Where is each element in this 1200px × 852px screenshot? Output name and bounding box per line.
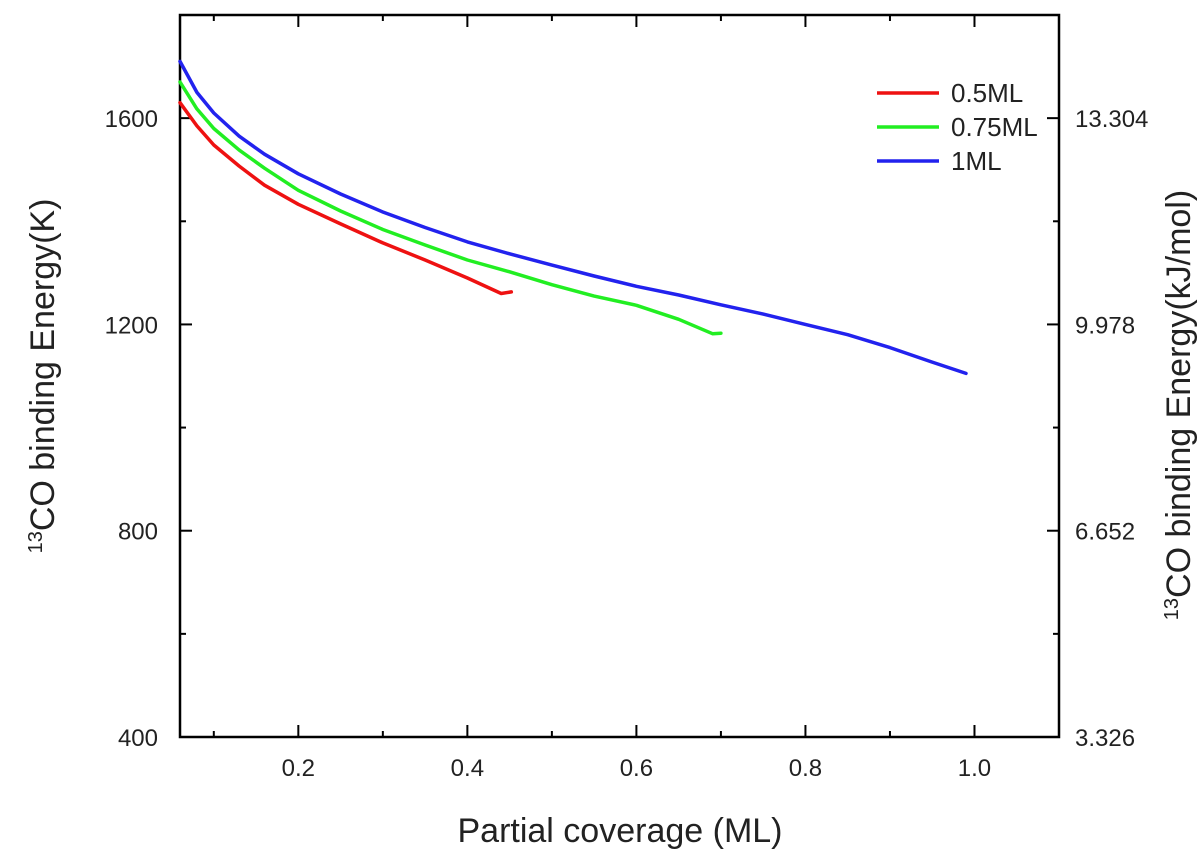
legend-label: 1ML [951, 146, 1002, 176]
y-tick-label-left: 1600 [105, 106, 158, 133]
series-line-0-5ml [178, 100, 514, 296]
y-tick-label-right: 6.652 [1075, 519, 1135, 546]
y-tick-label-right: 13.304 [1075, 106, 1148, 133]
y-tick-label-left: 400 [118, 725, 158, 752]
series-layer [178, 59, 968, 376]
x-axis-title: Partial coverage (ML) [457, 812, 782, 850]
legend-label: 0.5ML [951, 78, 1023, 108]
y-axis-title-left-text: CO binding Energy(K) [24, 199, 62, 532]
x-tick-label: 0.2 [282, 755, 315, 782]
y-axis-title-right-sup: 13 [1161, 598, 1183, 620]
y-axis-title-left: 13CO binding Energy(K) [24, 199, 62, 554]
x-tick-label: 0.8 [789, 755, 822, 782]
ticks-layer: 0.2 0.4 0.6 0.8 1.0 400 3.326 800 6.652 1200 9.978… [105, 15, 1148, 782]
x-tick-label: 1.0 [958, 755, 991, 782]
legend-label: 0.75ML [951, 112, 1038, 142]
y-tick-label-left: 800 [118, 519, 158, 546]
y-axis-title-left-sup: 13 [25, 531, 47, 553]
series-line-0-75ml [178, 80, 723, 336]
x-tick-label: 0.6 [620, 755, 653, 782]
legend: 0.5ML 0.75ML 1ML [877, 78, 1038, 176]
y-axis-title-right: 13CO binding Energy(kJ/mol) [1160, 190, 1198, 620]
y-tick-label-left: 1200 [105, 312, 158, 339]
series-line-1ml [178, 59, 968, 376]
y-tick-label-right: 9.978 [1075, 312, 1135, 339]
y-tick-label-right: 3.326 [1075, 725, 1135, 752]
x-tick-label: 0.4 [451, 755, 484, 782]
y-axis-title-right-text: CO binding Energy(kJ/mol) [1160, 190, 1198, 598]
plot-frame [178, 13, 1061, 739]
